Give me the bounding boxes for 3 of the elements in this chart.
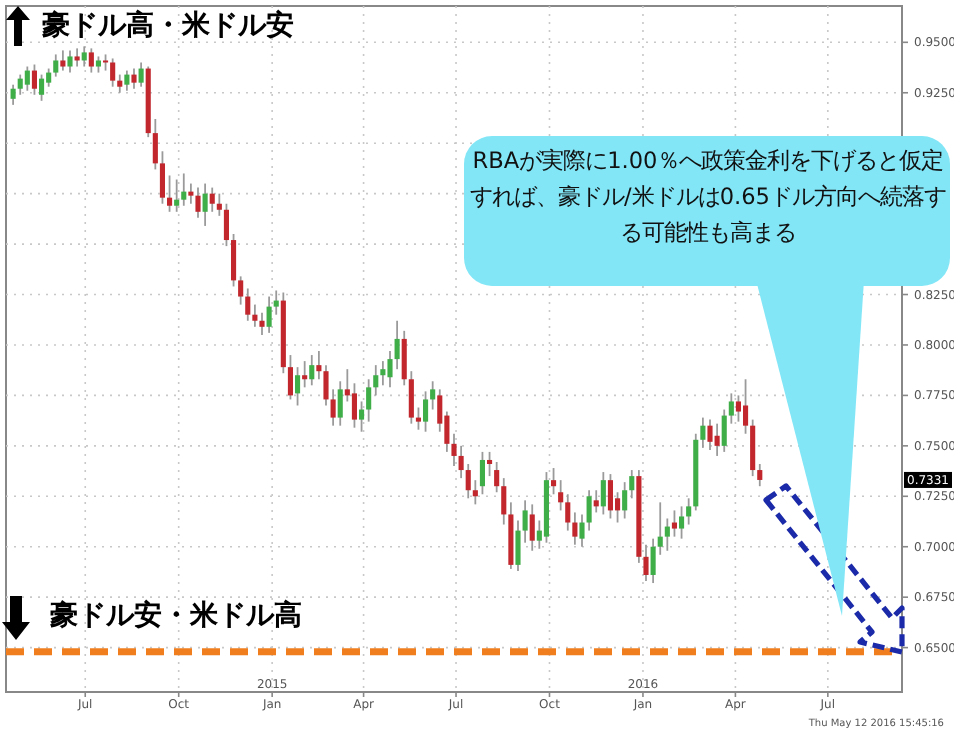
annotation: 豪ドル安・米ドル高 — [50, 598, 302, 634]
annotation: 豪ドル高・米ドル安 — [42, 8, 294, 44]
annotation: RBAが実際に1.00％へ政策金利を下げると仮定すれば、豪ドル/米ドルは0.65ドル方向へ続落する可能性も高まる — [468, 146, 948, 250]
